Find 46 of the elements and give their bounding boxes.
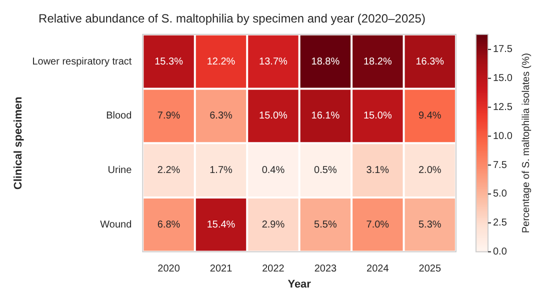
- color-bar-label: 15.0: [493, 73, 513, 84]
- data-label: 5.3%: [418, 219, 442, 230]
- y-tick-label: Blood: [106, 110, 132, 122]
- data-label: 6.3%: [210, 110, 233, 122]
- data-label: 2.0%: [418, 165, 442, 176]
- x-tick-label: 2025: [418, 264, 442, 275]
- color-bar-title: Percentage of S. maltophilia isolates (%): [520, 53, 532, 234]
- y-axis-title: Clinical specimen: [12, 96, 25, 190]
- data-label: 6.8%: [157, 219, 180, 230]
- data-label: 0.5%: [314, 165, 337, 176]
- y-tick-label: Urine: [108, 165, 132, 176]
- color-bar-label: 2.5: [493, 218, 508, 229]
- x-tick-label: 2024: [366, 264, 390, 275]
- data-label: 12.2%: [206, 56, 236, 68]
- data-label: 18.8%: [311, 56, 340, 68]
- x-tick-label: 2022: [262, 264, 285, 275]
- data-label: 15.0%: [259, 110, 288, 122]
- data-label: 15.0%: [363, 110, 392, 122]
- data-label: 16.3%: [416, 56, 444, 68]
- data-label: 3.1%: [366, 165, 390, 176]
- data-label: 13.7%: [259, 56, 288, 68]
- color-bar-label: 10.0: [493, 130, 513, 142]
- x-tick-label: 2023: [314, 264, 338, 275]
- x-tick-label: 2020: [158, 264, 180, 275]
- data-label: 15.4%: [206, 219, 236, 230]
- color-bar-label: 7.5: [493, 160, 508, 171]
- y-tick-label: Wound: [100, 219, 132, 230]
- y-tick-label: Lower respiratory tract: [32, 56, 132, 68]
- x-axis-title: Year: [288, 278, 312, 290]
- data-label: 7.9%: [157, 110, 180, 122]
- data-label: 9.4%: [418, 110, 442, 122]
- data-label: 2.9%: [262, 219, 285, 230]
- data-label: 1.7%: [210, 165, 233, 176]
- chart-title: Relative abundance of S. maltophilia by specimen and year (2020–2025): [38, 12, 426, 26]
- x-tick-label: 2021: [210, 264, 233, 275]
- color-bar-label: 0.0: [493, 246, 508, 258]
- color-bar-label: 5.0: [493, 188, 508, 200]
- data-label: 15.3%: [154, 56, 184, 68]
- color-bar-label: 17.5: [493, 44, 513, 56]
- data-label: 0.4%: [262, 165, 285, 176]
- data-label: 2.2%: [157, 165, 180, 176]
- data-label: 5.5%: [314, 219, 337, 230]
- color-bar-label: 12.5: [493, 102, 513, 113]
- data-label: 7.0%: [366, 219, 390, 230]
- data-label: 16.1%: [311, 110, 340, 122]
- data-label: 18.2%: [363, 56, 392, 68]
